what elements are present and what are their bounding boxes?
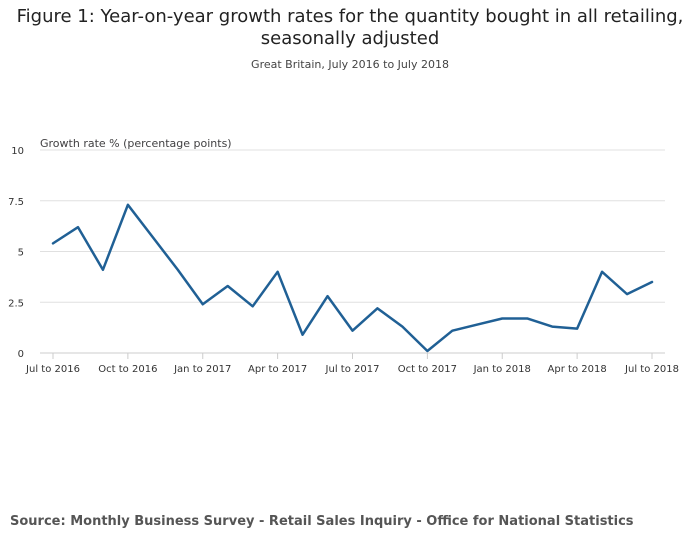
- x-tick-label-2: Jan to 2017: [173, 364, 231, 375]
- data-point-6[interactable]: [197, 298, 209, 310]
- y-tick-label-1: 2.5: [8, 298, 24, 309]
- data-point-9[interactable]: [272, 266, 284, 278]
- series-line-0: [51, 203, 654, 353]
- data-point-1[interactable]: [72, 221, 84, 233]
- x-axis-ticks: Jul to 2016 Oct to 2016 Jan to 2017 Apr to …: [25, 353, 679, 375]
- y-axis-ticks: 0 2.5 5 7.5 10: [8, 146, 24, 360]
- source-note: Source: Monthly Business Survey - Retail…: [10, 514, 634, 529]
- data-point-11[interactable]: [322, 290, 334, 302]
- x-tick-label-8: Jul to 2018: [624, 364, 679, 375]
- chart-title-line-2: seasonally adjusted: [260, 28, 440, 49]
- data-point-4[interactable]: [147, 231, 159, 243]
- grid-lines: [40, 149, 665, 354]
- data-point-23[interactable]: [621, 288, 633, 300]
- data-point-19[interactable]: [521, 312, 533, 324]
- x-tick-label-3: Apr to 2017: [248, 364, 307, 375]
- data-point-5[interactable]: [172, 264, 184, 276]
- x-tick-label-7: Apr to 2018: [548, 364, 607, 375]
- data-point-3[interactable]: [122, 199, 134, 211]
- data-point-22[interactable]: [596, 266, 608, 278]
- chart-title-line-1: Figure 1: Year-on-year growth rates for …: [16, 6, 684, 27]
- data-point-15[interactable]: [421, 345, 433, 357]
- data-point-16[interactable]: [446, 325, 458, 337]
- data-point-2[interactable]: [97, 264, 109, 276]
- series-group: [47, 199, 658, 357]
- x-tick-label-5: Oct to 2017: [398, 364, 457, 375]
- data-point-12[interactable]: [347, 325, 359, 337]
- data-point-0[interactable]: [47, 237, 59, 249]
- chart-subtitle: Great Britain, July 2016 to July 2018: [251, 58, 449, 71]
- data-point-17[interactable]: [471, 319, 483, 331]
- data-point-21[interactable]: [571, 323, 583, 335]
- y-tick-label-2: 5: [18, 248, 24, 259]
- data-point-10[interactable]: [297, 329, 309, 341]
- x-tick-label-1: Oct to 2016: [98, 364, 157, 375]
- chart-title: Figure 1: Year-on-year growth rates for …: [0, 6, 700, 50]
- data-point-8[interactable]: [247, 300, 259, 312]
- y-tick-label-4: 10: [11, 146, 24, 157]
- y-tick-label-0: 0: [18, 349, 24, 360]
- data-point-13[interactable]: [371, 302, 383, 314]
- data-point-18[interactable]: [496, 312, 508, 324]
- data-point-14[interactable]: [396, 321, 408, 333]
- x-tick-label-0: Jul to 2016: [25, 364, 80, 375]
- x-tick-label-4: Jul to 2017: [325, 364, 380, 375]
- data-point-20[interactable]: [546, 321, 558, 333]
- x-tick-label-6: Jan to 2018: [473, 364, 531, 375]
- y-axis-label: Growth rate % (percentage points): [40, 137, 232, 150]
- data-point-24[interactable]: [646, 276, 658, 288]
- y-tick-label-3: 7.5: [8, 197, 24, 208]
- data-point-7[interactable]: [222, 280, 234, 292]
